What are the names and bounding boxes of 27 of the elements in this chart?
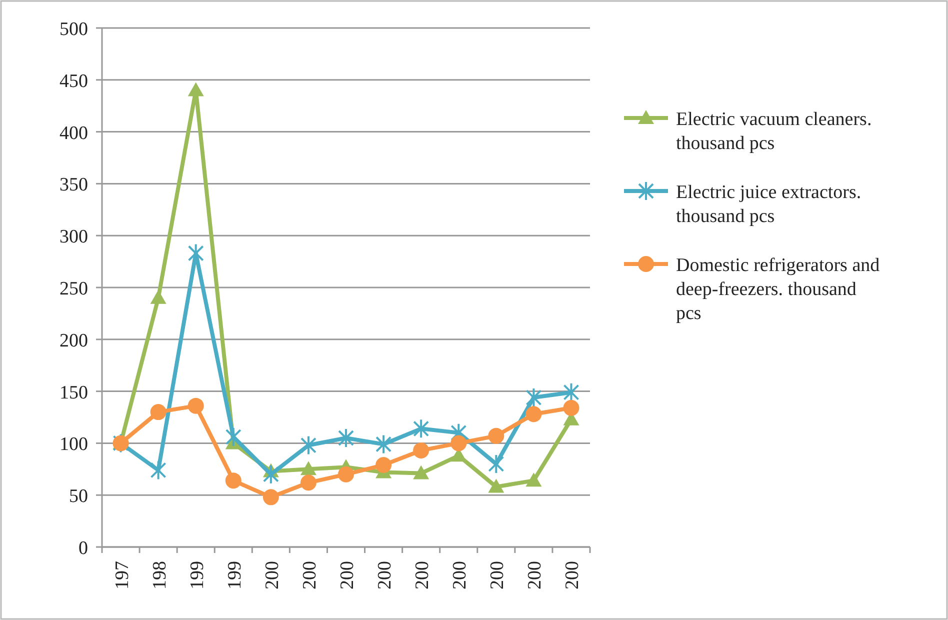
y-tick-label: 350: [60, 174, 88, 196]
x-tick-label: 200: [262, 561, 283, 590]
y-tick-label: 450: [60, 70, 88, 92]
x-tick-label: 199: [224, 561, 246, 590]
y-tick-label: 250: [60, 278, 88, 300]
x-tick-label: 200: [374, 561, 396, 590]
legend-label: Electric juice extractors. thousand pcs: [676, 182, 862, 227]
y-tick-label: 150: [60, 382, 88, 404]
y-tick-label: 100: [60, 434, 88, 456]
legend-label: Domestic refrigerators and deep-freezers. thousand pcs: [676, 255, 880, 324]
x-tick-label: 199: [186, 561, 208, 590]
y-tick-label: 0: [78, 538, 88, 559]
x-tick-label: 200: [487, 561, 508, 590]
x-tick-label: 200: [450, 561, 471, 590]
x-tick-label: 200: [337, 561, 358, 590]
legend-label: Electric vacuum cleaners. thousand pcs: [676, 109, 872, 154]
x-tick-label: 200: [299, 561, 320, 590]
x-tick-label: 200: [562, 561, 584, 590]
y-tick-label: 500: [60, 19, 88, 40]
y-tick-label: 200: [60, 330, 88, 352]
y-tick-label: 50: [69, 486, 88, 508]
x-tick-label: 197: [112, 561, 133, 590]
x-tick-label: 200: [412, 561, 434, 590]
y-tick-label: 400: [60, 122, 88, 144]
x-tick-label: 200: [524, 561, 546, 590]
y-tick-label: 300: [60, 226, 88, 248]
x-tick-label: 198: [149, 561, 170, 590]
